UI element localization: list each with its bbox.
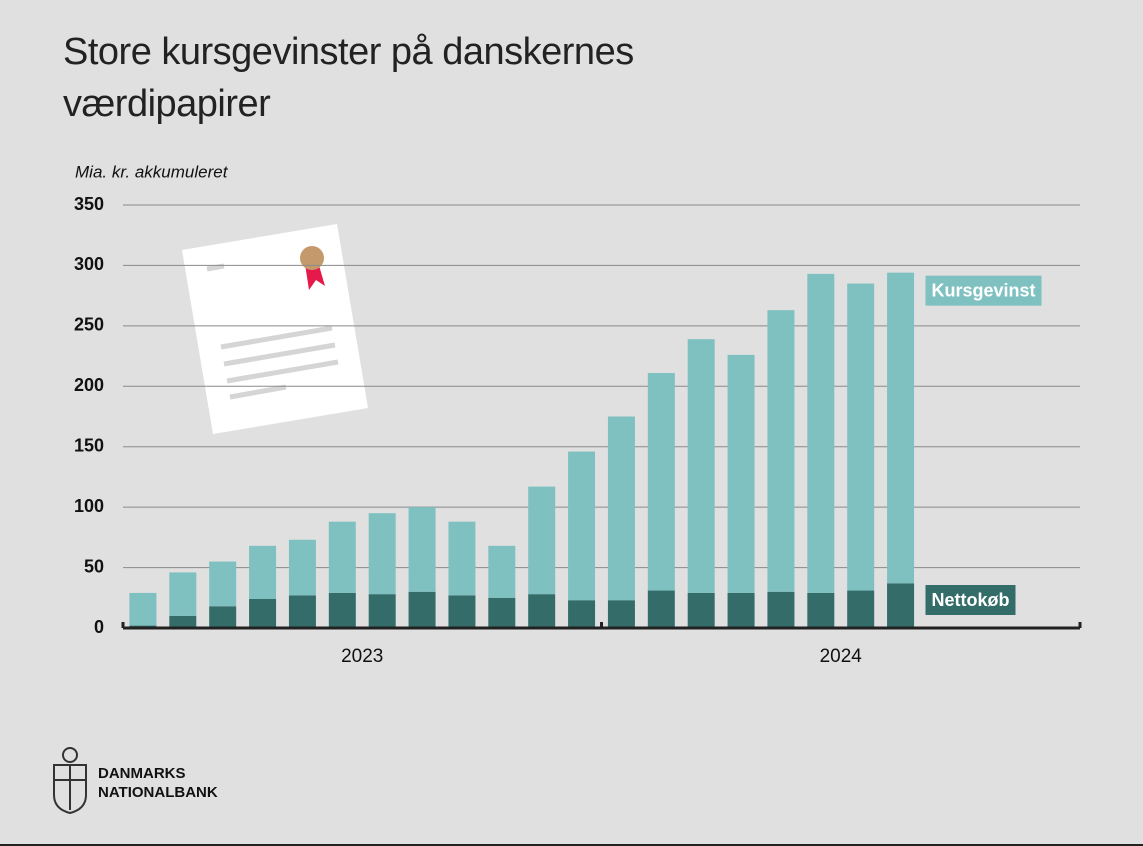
- bar-segment: [568, 600, 596, 628]
- y-tick-label: 200: [74, 375, 104, 395]
- bar-segment: [488, 545, 516, 598]
- y-tick-label: 250: [74, 315, 104, 335]
- bar-segment: [209, 606, 237, 628]
- bar-segment: [687, 592, 715, 628]
- bar-segment: [249, 545, 277, 599]
- bar-segment: [169, 615, 197, 628]
- bar-segment: [647, 372, 675, 591]
- y-tick-label: 350: [74, 194, 104, 214]
- bar-segment: [807, 273, 835, 593]
- legend-label: Kursgevinst: [932, 280, 1036, 300]
- bar-segment: [607, 600, 635, 628]
- logo-text: NATIONALBANK: [98, 784, 218, 801]
- bar-segment: [687, 339, 715, 593]
- bar-segment: [408, 591, 436, 628]
- certificate-illustration: [182, 224, 368, 434]
- bar-segment: [448, 521, 476, 596]
- bar-segment: [328, 521, 356, 593]
- x-group-label: 2023: [341, 646, 383, 667]
- bar-segment: [887, 272, 915, 584]
- legend-label: Nettokøb: [932, 590, 1010, 610]
- bar-segment: [368, 513, 396, 595]
- chart-title: Store kursgevinster på danskernes værdip…: [63, 31, 634, 125]
- bar-segment: [368, 594, 396, 628]
- bar-segment: [488, 597, 516, 628]
- bar-segment: [767, 310, 795, 592]
- bar-segment: [607, 416, 635, 601]
- y-tick-label: 150: [74, 435, 104, 455]
- bar-segment: [288, 539, 316, 596]
- bar-segment: [448, 595, 476, 628]
- y-axis-label: Mia. kr. akkumuleret: [75, 162, 229, 181]
- bar-segment: [528, 594, 556, 628]
- logo-crest: [53, 747, 87, 815]
- series-label-box: [925, 275, 1042, 306]
- y-tick-label: 50: [84, 556, 104, 576]
- series-label-box: [925, 585, 1016, 615]
- logo-text: DANMARKS: [98, 765, 186, 782]
- bar-segment: [288, 595, 316, 628]
- bar-segment: [807, 592, 835, 628]
- bar-segment: [209, 561, 237, 607]
- bar-segment: [847, 590, 875, 628]
- bar-segment: [847, 283, 875, 591]
- bar-segment: [408, 507, 436, 592]
- y-tick-label: 300: [74, 254, 104, 274]
- bar-segment: [727, 592, 755, 628]
- bar-segment: [249, 598, 277, 628]
- bar-segment: [647, 590, 675, 628]
- bar-segment: [169, 572, 197, 616]
- y-tick-label: 0: [94, 617, 104, 637]
- bar-segment: [887, 583, 915, 628]
- bar-segment: [767, 591, 795, 628]
- bar-segment: [727, 354, 755, 593]
- bar-segment: [528, 486, 556, 595]
- x-group-label: 2024: [820, 646, 863, 667]
- bar-segment: [129, 592, 157, 626]
- bar-segment: [328, 592, 356, 628]
- bar-segment: [568, 451, 596, 601]
- y-tick-label: 100: [74, 496, 104, 516]
